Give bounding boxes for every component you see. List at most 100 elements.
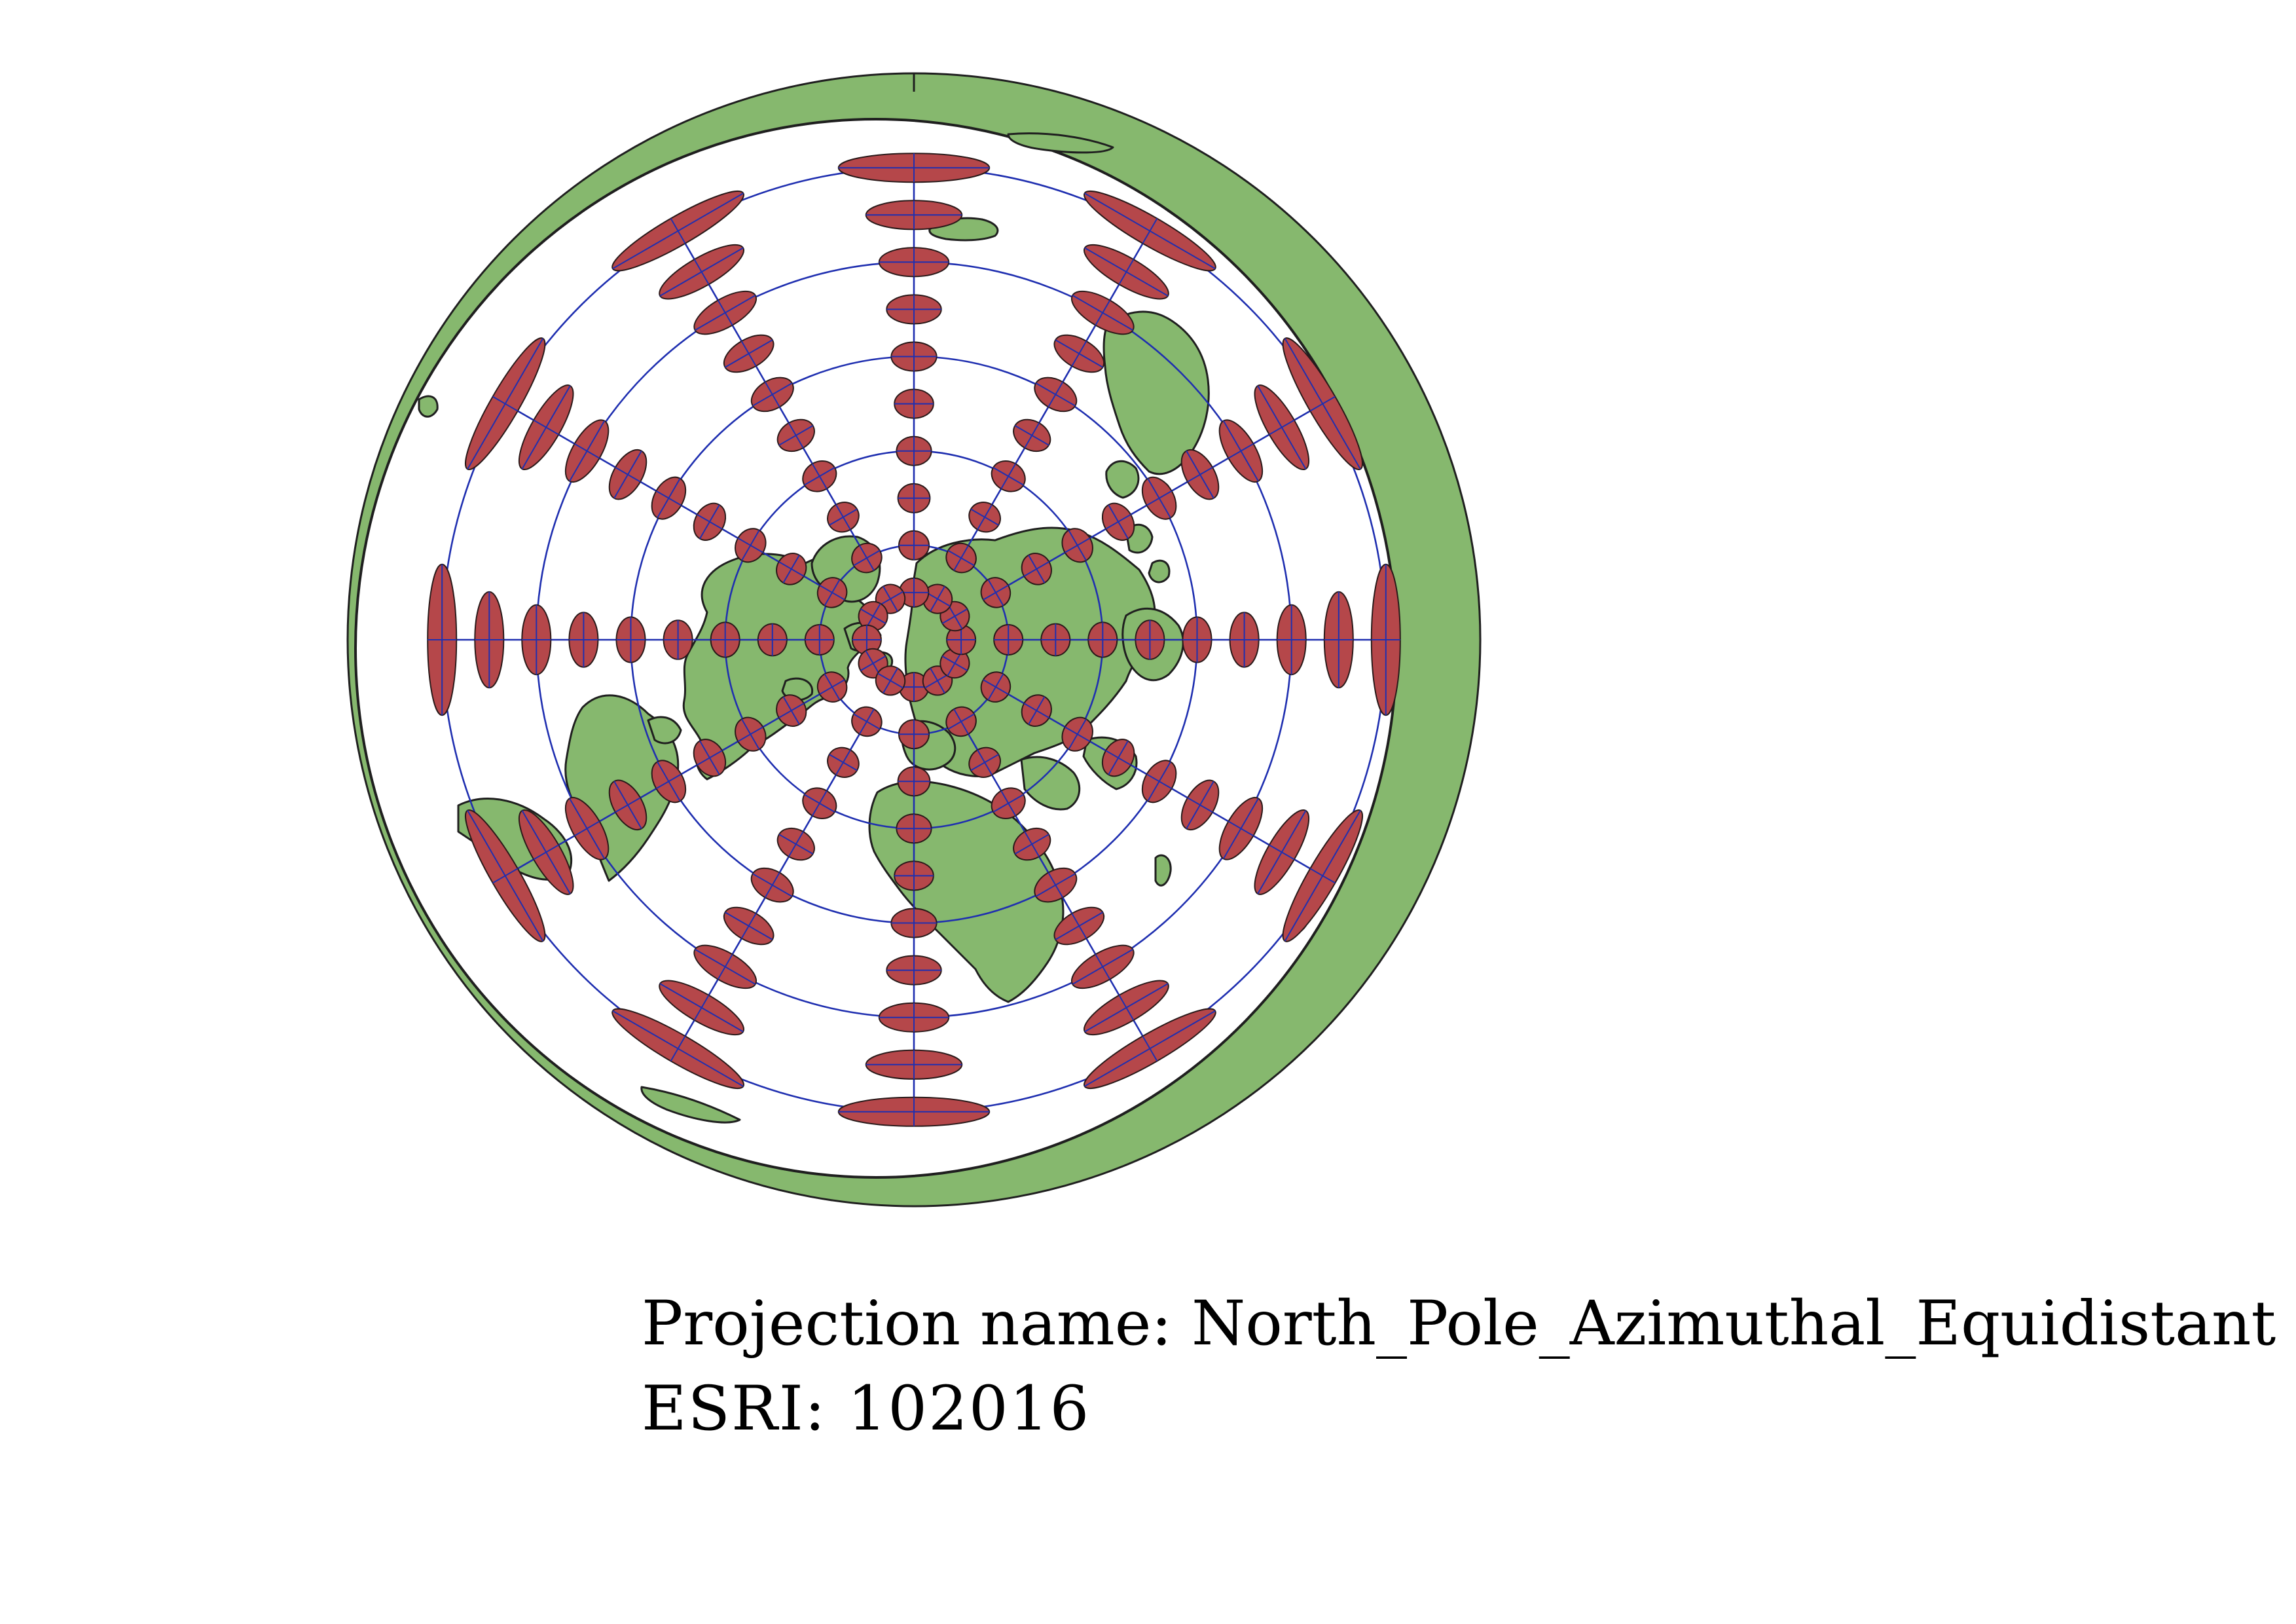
indicatrix-axis-radial	[1065, 537, 1091, 553]
indicatrix-15-240	[693, 502, 727, 541]
indicatrix-45-240	[776, 553, 807, 585]
land-japan	[1125, 523, 1171, 583]
indicatrix-axis-radial	[740, 913, 757, 939]
indicatrix-60-270	[804, 624, 835, 655]
indicatrix-axis-radial	[740, 341, 757, 367]
indicatrix-0-330	[750, 867, 794, 903]
indicatrix--30-60	[1218, 796, 1264, 860]
indicatrix-0-270	[615, 616, 646, 663]
indicatrix--45-270	[474, 591, 505, 689]
esri-code: 102016	[847, 1373, 1091, 1445]
indicatrix-45-300	[776, 694, 807, 727]
indicatrix-45-120	[1021, 553, 1052, 585]
indicatrix-60-30	[945, 706, 977, 737]
land-central-america	[647, 716, 682, 745]
indicatrix-45-210	[827, 502, 860, 533]
indicatrix-60-240	[816, 577, 848, 608]
indicatrix-axis-radial	[930, 586, 945, 612]
indicatrix--15-120	[1180, 449, 1220, 500]
projection-name-caption: Projection name: North_Pole_Azimuthal_Eq…	[642, 1293, 2276, 1355]
indicatrix--30-330	[693, 944, 757, 989]
indicatrix-45-150	[968, 502, 1001, 533]
indicatrix-60-90	[993, 624, 1024, 655]
indicatrix--60-210	[611, 191, 744, 272]
indicatrix-axis-radial	[1142, 1035, 1158, 1061]
indicatrix-axis-radial	[883, 586, 898, 612]
indicatrix-15-120	[1101, 502, 1135, 541]
indicatrix-axis-radial	[1000, 790, 1017, 817]
indicatrix-axis-radial	[1024, 831, 1040, 857]
indicatrix--60-150	[1084, 191, 1216, 272]
indicatrix-axis-radial	[860, 655, 886, 671]
esri-code-caption: ESRI: 102016	[642, 1378, 1090, 1440]
indicatrix-axis-radial	[778, 703, 805, 718]
indicatrix-axis-radial	[859, 545, 875, 571]
indicatrix-60-150	[945, 542, 977, 574]
indicatrix-axis-radial	[737, 726, 763, 743]
indicatrix--30-0	[878, 1002, 950, 1033]
indicatrix-30-30	[991, 787, 1026, 819]
indicatrix--45-90	[1323, 591, 1354, 689]
indicatrix-axis-radial	[788, 422, 804, 449]
indicatrix--60-30	[1084, 1008, 1216, 1089]
indicatrix--15-330	[723, 906, 774, 946]
indicatrix-45-270	[757, 623, 788, 657]
projection-name: North_Pole_Azimuthal_Equidistant	[1191, 1288, 2276, 1359]
indicatrix-axis-radial	[697, 750, 723, 766]
indicatrix-15-180	[894, 388, 934, 419]
indicatrix-axis-radial	[835, 504, 851, 530]
indicatrix-30-180	[896, 435, 932, 466]
indicatrix-0-300	[651, 760, 687, 803]
indicatrix-axis-radial	[1269, 844, 1295, 860]
indicatrix-axis-radial	[788, 831, 804, 857]
indicatrix-axis-radial	[835, 749, 851, 775]
indicatrix-axis-radial	[983, 679, 1009, 695]
indicatrix--45-150	[1083, 244, 1169, 300]
esri-label: ESRI:	[642, 1373, 827, 1445]
indicatrix-axis-radial	[533, 419, 559, 435]
indicatrix-axis-radial	[492, 868, 519, 884]
indicatrix-45-30	[968, 747, 1001, 778]
indicatrix--15-30	[1053, 906, 1105, 946]
indicatrix--30-30	[1070, 944, 1135, 989]
indicatrix-axis-radial	[655, 490, 682, 506]
indicatrix-60-180	[898, 530, 930, 561]
indicatrix-axis-radial	[670, 1035, 686, 1061]
indicatrix-axis-radial	[1105, 750, 1131, 766]
indicatrix-axis-radial	[811, 790, 828, 817]
indicatrix--45-0	[865, 1049, 963, 1080]
indicatrix-axis-radial	[1146, 490, 1173, 506]
indicatrix-0-30	[1034, 867, 1078, 903]
indicatrix--60-60	[1282, 809, 1363, 942]
indicatrix-axis-radial	[1095, 953, 1111, 980]
indicatrix--30-300	[564, 796, 610, 860]
indicatrix-axis-radial	[670, 218, 686, 244]
indicatrix-axis-radial	[764, 381, 780, 407]
indicatrix--60-330	[611, 1008, 744, 1089]
indicatrix--45-330	[659, 980, 745, 1036]
indicatrix-axis-radial	[930, 667, 945, 693]
indicatrix-axis-radial	[941, 655, 968, 671]
indicatrix-45-0	[897, 766, 931, 797]
land-antarctic-fringe	[418, 132, 1311, 1124]
indicatrix-axis-radial	[1071, 913, 1087, 939]
indicatrix--45-180	[865, 200, 963, 231]
indicatrix-15-30	[1013, 827, 1051, 861]
indicatrix-axis-radial	[655, 773, 682, 790]
indicatrix-axis-radial	[492, 396, 519, 412]
indicatrix-15-210	[776, 418, 815, 452]
indicatrix-0-240	[651, 476, 687, 520]
indicatrix-60-300	[816, 671, 848, 703]
indicatrix-axis-radial	[1000, 463, 1017, 489]
indicatrix--30-240	[564, 419, 610, 483]
indicatrix-60-120	[980, 577, 1011, 608]
indicatrix--45-240	[518, 384, 574, 471]
indicatrix-axis-radial	[1118, 995, 1135, 1021]
indicatrix--15-270	[568, 612, 599, 668]
indicatrix--60-120	[1282, 337, 1363, 470]
indicatrix-axis-radial	[737, 537, 763, 553]
indicatrix--15-180	[886, 294, 942, 325]
indicatrix--60-180	[837, 153, 991, 183]
indicatrix-axis-radial	[1228, 821, 1254, 837]
